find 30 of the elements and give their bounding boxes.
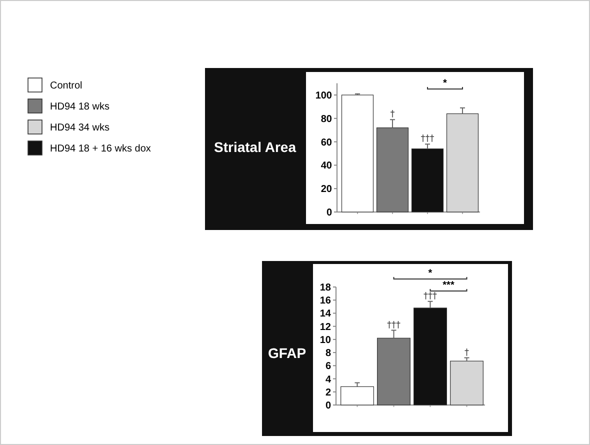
legend-label: HD94 34 wks	[50, 122, 110, 134]
y-tick-label: 6	[325, 361, 332, 372]
data-label: †	[390, 110, 396, 120]
y-tick-label: 4	[325, 374, 332, 386]
y-tick-label: 2	[325, 387, 332, 398]
data-label: †††	[420, 134, 435, 144]
text: GFAP	[268, 345, 306, 361]
y-tick-label: 18	[320, 282, 332, 294]
legend-label: Control	[50, 80, 82, 92]
legend-label: HD94 18 + 16 wks dox	[50, 144, 151, 154]
text: Striatal Area	[214, 139, 296, 155]
y-tick-label: 40	[320, 160, 332, 172]
annotation: *	[443, 78, 448, 89]
legend-label: HD94 18 wks	[50, 102, 110, 112]
text: *	[428, 268, 432, 279]
y-tick-label: 60	[320, 137, 332, 148]
y-tick-label: 16	[320, 296, 332, 307]
y-tick-label: 8	[325, 348, 332, 360]
y-tick-label: 0	[326, 208, 332, 218]
y-tick-label: 12	[320, 322, 332, 333]
data-label: †	[464, 348, 470, 358]
y-tick-label: 10	[320, 334, 332, 346]
data-label: †††	[424, 291, 438, 302]
annotation: ***	[442, 280, 454, 291]
y-tick-label: 0	[325, 400, 332, 412]
data-label: †††	[387, 320, 401, 330]
y-tick-label: 100	[315, 90, 332, 102]
y-tick-label: 14	[320, 308, 332, 320]
y-tick-label: 20	[320, 184, 332, 196]
y-tick-label: 80	[320, 114, 332, 125]
